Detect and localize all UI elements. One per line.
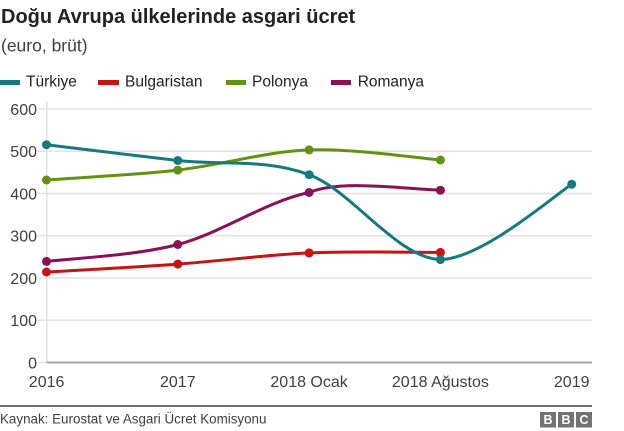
svg-text:0: 0: [28, 355, 37, 372]
svg-text:(euro, brüt): (euro, brüt): [1, 35, 88, 55]
svg-text:2019: 2019: [554, 374, 590, 391]
svg-text:100: 100: [10, 313, 37, 330]
svg-text:2018 Ağustos: 2018 Ağustos: [392, 374, 489, 391]
svg-text:Bulgaristan: Bulgaristan: [125, 73, 203, 90]
svg-text:400: 400: [10, 186, 37, 203]
svg-text:Romanya: Romanya: [358, 73, 425, 90]
svg-text:Polonya: Polonya: [252, 73, 308, 90]
svg-text:2016: 2016: [29, 374, 65, 391]
svg-text:500: 500: [10, 144, 37, 161]
svg-text:Kaynak: Eurostat ve Asgari Ücr: Kaynak: Eurostat ve Asgari Ücret Komisyo…: [0, 412, 266, 427]
svg-text:Doğu Avrupa ülkelerinde asgari: Doğu Avrupa ülkelerinde asgari ücret: [1, 6, 356, 28]
svg-text:200: 200: [10, 271, 37, 288]
svg-text:Türkiye: Türkiye: [26, 73, 77, 90]
svg-text:2017: 2017: [160, 374, 196, 391]
svg-text:C: C: [579, 413, 588, 427]
svg-text:2018 Ocak: 2018 Ocak: [270, 374, 348, 391]
svg-text:600: 600: [10, 102, 37, 119]
svg-text:300: 300: [10, 229, 37, 246]
svg-text:B: B: [543, 413, 552, 427]
svg-text:B: B: [561, 413, 570, 427]
